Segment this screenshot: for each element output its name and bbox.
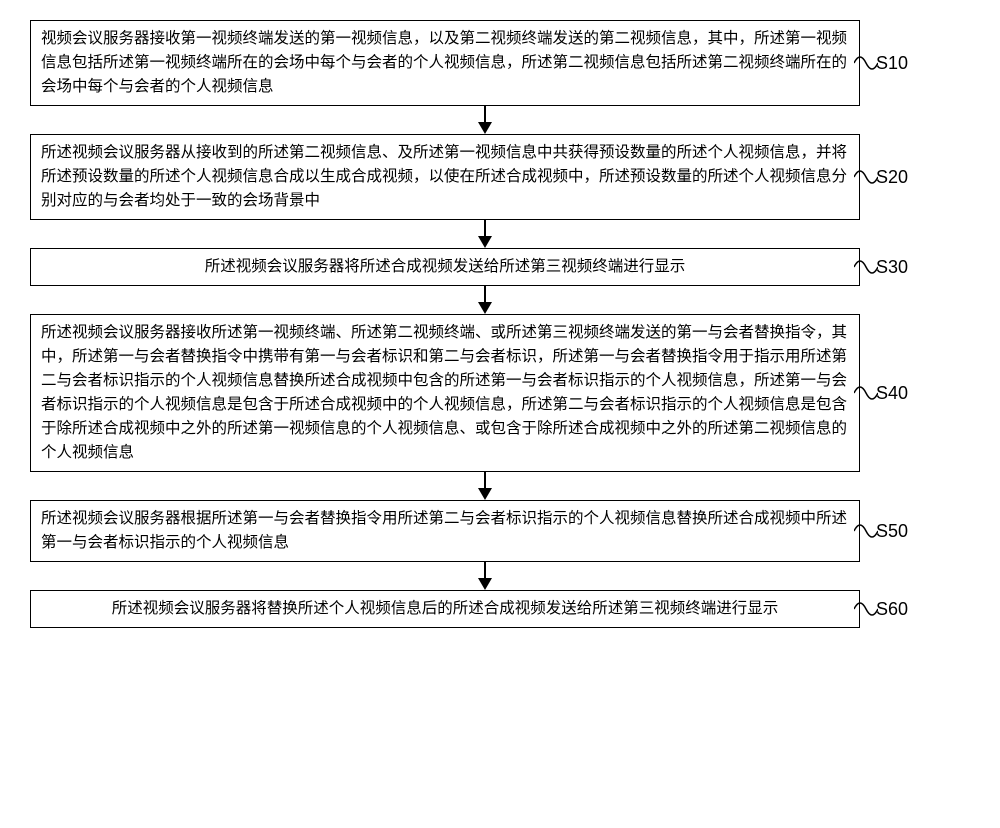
step-s50: 所述视频会议服务器根据所述第一与会者替换指令用所述第二与会者标识指示的个人视频信… — [30, 500, 940, 562]
flowchart-container: 视频会议服务器接收第一视频终端发送的第一视频信息，以及第二视频终端发送的第二视频… — [0, 0, 1000, 648]
label-col: S50 — [860, 520, 940, 542]
step-text: 所述视频会议服务器将所述合成视频发送给所述第三视频终端进行显示 — [205, 258, 686, 275]
step-text: 视频会议服务器接收第一视频终端发送的第一视频信息，以及第二视频终端发送的第二视频… — [41, 30, 847, 95]
step-label: S30 — [876, 257, 908, 278]
arrow-down-icon — [30, 220, 940, 248]
label-col: S60 — [860, 598, 940, 620]
step-box: 所述视频会议服务器接收所述第一视频终端、所述第二视频终端、或所述第三视频终端发送… — [30, 314, 860, 472]
connector-tilde-icon — [854, 520, 878, 542]
step-box: 所述视频会议服务器将替换所述个人视频信息后的所述合成视频发送给所述第三视频终端进… — [30, 590, 860, 628]
step-label: S10 — [876, 53, 908, 74]
arrow-down-icon — [30, 472, 940, 500]
step-label: S40 — [876, 383, 908, 404]
step-text: 所述视频会议服务器从接收到的所述第二视频信息、及所述第一视频信息中共获得预设数量… — [41, 144, 847, 209]
step-s10: 视频会议服务器接收第一视频终端发送的第一视频信息，以及第二视频终端发送的第二视频… — [30, 20, 940, 106]
connector-tilde-icon — [854, 52, 878, 74]
label-col: S10 — [860, 52, 940, 74]
step-label: S20 — [876, 167, 908, 188]
step-text: 所述视频会议服务器接收所述第一视频终端、所述第二视频终端、或所述第三视频终端发送… — [41, 324, 847, 461]
connector-tilde-icon — [854, 598, 878, 620]
step-box: 所述视频会议服务器从接收到的所述第二视频信息、及所述第一视频信息中共获得预设数量… — [30, 134, 860, 220]
step-text: 所述视频会议服务器将替换所述个人视频信息后的所述合成视频发送给所述第三视频终端进… — [112, 600, 779, 617]
arrow-down-icon — [30, 106, 940, 134]
step-s60: 所述视频会议服务器将替换所述个人视频信息后的所述合成视频发送给所述第三视频终端进… — [30, 590, 940, 628]
step-box: 视频会议服务器接收第一视频终端发送的第一视频信息，以及第二视频终端发送的第二视频… — [30, 20, 860, 106]
step-label: S50 — [876, 521, 908, 542]
step-s40: 所述视频会议服务器接收所述第一视频终端、所述第二视频终端、或所述第三视频终端发送… — [30, 314, 940, 472]
step-box: 所述视频会议服务器根据所述第一与会者替换指令用所述第二与会者标识指示的个人视频信… — [30, 500, 860, 562]
connector-tilde-icon — [854, 382, 878, 404]
step-s20: 所述视频会议服务器从接收到的所述第二视频信息、及所述第一视频信息中共获得预设数量… — [30, 134, 940, 220]
label-col: S30 — [860, 256, 940, 278]
connector-tilde-icon — [854, 166, 878, 188]
arrow-down-icon — [30, 562, 940, 590]
step-box: 所述视频会议服务器将所述合成视频发送给所述第三视频终端进行显示 — [30, 248, 860, 286]
step-text: 所述视频会议服务器根据所述第一与会者替换指令用所述第二与会者标识指示的个人视频信… — [41, 510, 847, 551]
label-col: S40 — [860, 382, 940, 404]
arrow-down-icon — [30, 286, 940, 314]
step-s30: 所述视频会议服务器将所述合成视频发送给所述第三视频终端进行显示 S30 — [30, 248, 940, 286]
connector-tilde-icon — [854, 256, 878, 278]
label-col: S20 — [860, 166, 940, 188]
step-label: S60 — [876, 599, 908, 620]
